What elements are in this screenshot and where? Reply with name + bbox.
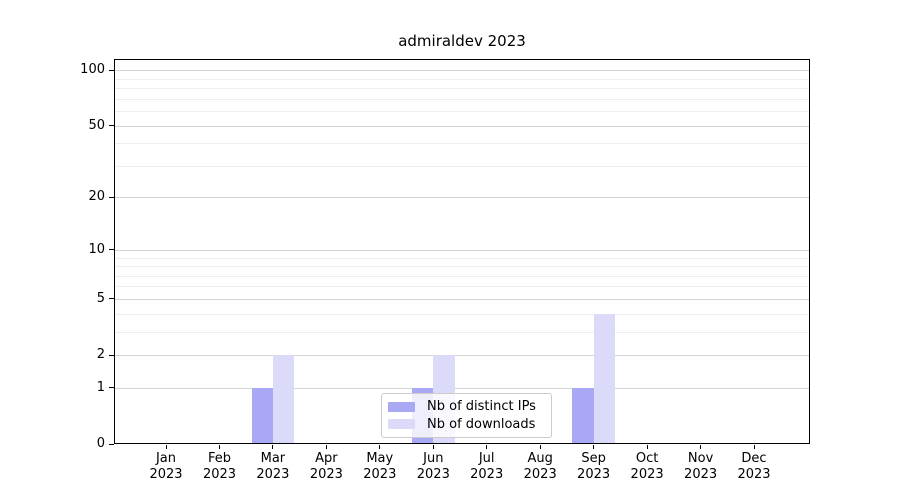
y-tick-mark [109, 69, 114, 71]
bar-downloads-mar [272, 355, 295, 444]
x-tick-label: Jun 2023 [416, 451, 450, 482]
y-tick-mark [109, 196, 114, 198]
x-tick-label: Jul 2023 [470, 451, 504, 482]
major-gridline [115, 197, 809, 199]
y-tick-label: 1 [96, 379, 105, 395]
x-tick-mark [432, 445, 434, 449]
minor-gridline [115, 286, 809, 288]
bar-distinct-ips-mar [251, 387, 273, 444]
y-tick-mark [109, 249, 114, 251]
x-tick-mark [272, 445, 274, 449]
x-tick-mark [539, 445, 541, 449]
minor-gridline [115, 275, 809, 277]
x-tick-mark [325, 445, 327, 449]
bar-distinct-ips-sep [572, 387, 594, 444]
x-tick-mark [165, 445, 167, 449]
legend-item-downloads: Nb of downloads [388, 417, 545, 432]
y-tick-label: 20 [88, 189, 105, 205]
x-tick-label: Jan 2023 [149, 451, 183, 482]
bar-downloads-sep [593, 313, 615, 444]
x-tick-mark [219, 445, 220, 449]
x-tick-label: Mar 2023 [256, 451, 290, 482]
x-tick-mark [593, 445, 595, 449]
x-tick-label: Dec 2023 [737, 451, 771, 482]
minor-gridline [115, 143, 809, 145]
y-tick-label: 100 [80, 62, 105, 78]
y-tick-label: 0 [96, 436, 105, 451]
major-gridline [115, 125, 809, 127]
x-tick-mark [646, 445, 648, 449]
major-gridline [115, 298, 809, 300]
chart-title: admiraldev 2023 [398, 32, 526, 50]
y-tick-mark [109, 387, 114, 389]
minor-gridline [115, 266, 809, 267]
minor-gridline [115, 165, 809, 167]
legend-label-downloads: Nb of downloads [427, 416, 536, 432]
minor-gridline [115, 98, 809, 100]
minor-gridline [115, 331, 809, 333]
legend-label-distinct-ips: Nb of distinct IPs [427, 399, 536, 415]
x-tick-mark [379, 445, 381, 449]
legend: Nb of distinct IPs Nb of downloads [381, 393, 552, 438]
x-tick-label: May 2023 [363, 451, 397, 482]
y-tick-label: 5 [96, 290, 105, 306]
x-tick-label: Apr 2023 [309, 451, 343, 482]
legend-swatch-downloads [388, 419, 415, 430]
y-tick-mark [109, 443, 114, 445]
legend-item-distinct-ips: Nb of distinct IPs [388, 399, 545, 414]
y-tick-label: 50 [88, 117, 105, 133]
minor-gridline [115, 313, 809, 315]
x-tick-mark [700, 445, 702, 449]
y-tick-label: 2 [96, 347, 105, 362]
major-gridline [115, 70, 809, 72]
y-tick-mark [109, 125, 114, 127]
major-gridline [115, 355, 809, 356]
x-tick-label: Nov 2023 [684, 451, 718, 482]
minor-gridline [115, 88, 809, 90]
major-gridline [115, 387, 809, 389]
x-tick-mark [486, 445, 488, 449]
x-tick-label: Sep 2023 [577, 451, 611, 482]
minor-gridline [115, 111, 809, 113]
x-tick-label: Feb 2023 [202, 451, 237, 482]
minor-gridline [115, 78, 809, 80]
major-gridline [115, 249, 809, 251]
minor-gridline [115, 257, 809, 259]
legend-swatch-distinct-ips [388, 401, 415, 412]
y-tick-label: 10 [88, 241, 105, 257]
x-tick-label: Aug 2023 [523, 451, 557, 482]
x-tick-mark [753, 445, 755, 449]
y-tick-mark [109, 354, 114, 356]
x-tick-label: Oct 2023 [630, 451, 664, 482]
y-tick-mark [109, 298, 114, 300]
